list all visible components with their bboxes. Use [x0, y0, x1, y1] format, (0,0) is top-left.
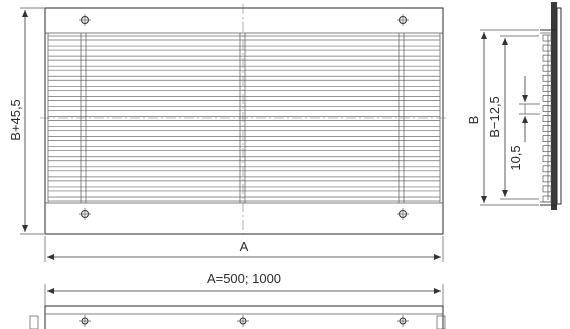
height-outer-label: B+45,5	[8, 99, 23, 141]
mounting-hole-bottom-right	[397, 208, 409, 220]
side-b-label: B	[466, 116, 481, 125]
side-slat-profile	[542, 44, 552, 52]
side-slat-profile	[542, 135, 552, 142]
side-slat-profile	[542, 155, 552, 163]
side-slat-profile	[542, 195, 552, 203]
side-slat-profile	[542, 185, 552, 193]
front-slats	[48, 35, 440, 202]
dimension-height-outer: B+45,5	[8, 7, 44, 235]
front-view	[40, 4, 448, 238]
dimension-b: B	[466, 29, 539, 206]
mounting-hole-bottom-left	[79, 208, 91, 220]
side-slat-profile	[542, 74, 552, 82]
side-slat-profile	[542, 125, 552, 132]
dimension-pitch: 10,5	[508, 76, 540, 171]
side-slat-profile	[542, 175, 552, 183]
bottom-view: A=500; 1000	[29, 271, 446, 329]
slat-pitch-label: 10,5	[508, 145, 523, 170]
side-flange	[551, 2, 557, 210]
bottom-holes	[79, 315, 409, 327]
side-slat-profile	[542, 105, 552, 112]
mounting-hole-top-left	[79, 14, 91, 26]
side-slat-profile	[542, 165, 552, 173]
bottom-frame	[44, 305, 444, 329]
front-frame-outer	[44, 7, 444, 235]
mounting-hole-top-right	[397, 14, 409, 26]
width-a-label: A	[240, 239, 249, 254]
side-slat-profile	[542, 95, 552, 102]
side-slat-profile	[542, 115, 552, 122]
dimension-width-a: A	[44, 236, 444, 262]
side-view	[540, 2, 562, 210]
side-slat-profile	[542, 145, 552, 153]
side-slat-profile	[542, 34, 552, 42]
side-slat-profile	[542, 84, 552, 92]
width-options-label: A=500; 1000	[207, 271, 281, 286]
side-slat-profile	[542, 64, 552, 72]
side-inner-label: B−12,5	[487, 96, 502, 138]
side-slats	[542, 34, 552, 203]
dimension-b-minus: B−12,5	[487, 35, 539, 200]
side-slat-profile	[542, 54, 552, 62]
